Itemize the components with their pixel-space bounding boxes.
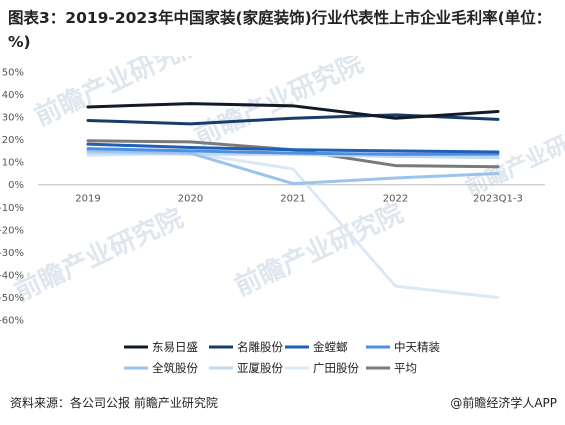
legend-label: 全筑股份 [152, 361, 198, 375]
x-tick-label: 2020 [178, 194, 203, 205]
y-tick-label: -60% [0, 316, 24, 327]
x-tick-label: 2022 [383, 194, 408, 205]
y-tick-label: 0% [8, 180, 24, 191]
watermark-text: 前瞻产业研究院 [230, 197, 408, 302]
legend-label: 名雕股份 [237, 340, 283, 354]
source-note: 资料来源：各公司公报 前瞻产业研究院 [10, 396, 218, 410]
series-line [86, 147, 500, 156]
y-tick-label: -10% [0, 203, 24, 214]
y-tick-label: -30% [0, 248, 24, 259]
y-tick-label: 20% [2, 135, 24, 146]
legend-label: 亚厦股份 [237, 361, 283, 375]
chart-title: 图表3：2019-2023年中国家装(家庭装饰)行业代表性上市企业毛利率(单位：… [8, 9, 552, 51]
legend-label: 东易日盛 [152, 340, 198, 354]
x-tick-label: 2023Q1-3 [473, 194, 523, 205]
series-line [86, 149, 500, 186]
y-tick-label: 50% [2, 68, 24, 79]
x-tick-label: 2019 [75, 194, 100, 205]
x-axis: 2019 2020 2021 2022 2023Q1-3 [75, 194, 523, 205]
line-chart: 前瞻产业研究院 前瞻产业研究院 前瞻产业研究院 前瞻产业研究院 前瞻产业研究院 … [0, 56, 565, 375]
y-tick-label: -50% [0, 293, 24, 304]
y-tick-label: -40% [0, 270, 24, 281]
y-tick-label: 40% [2, 90, 24, 101]
legend-label: 金螳螂 [313, 340, 348, 354]
series-line [86, 102, 500, 120]
y-tick-label: 30% [2, 113, 24, 124]
brand-label: @前瞻经济学人APP [450, 396, 557, 410]
series-line [86, 142, 500, 154]
watermark-text: 前瞻产业研究院 [10, 202, 188, 307]
x-tick-label: 2021 [280, 194, 305, 205]
y-axis: 50% 40% 30% 20% 10% 0% -10% -20% -30% -40% -50% -60… [0, 68, 24, 327]
y-tick-label: 10% [2, 158, 24, 169]
y-tick-label: -20% [0, 225, 24, 236]
legend-label: 广田股份 [313, 361, 359, 375]
legend-label: 中天精装 [394, 340, 440, 354]
legend-label: 平均 [394, 361, 417, 375]
series-lines [86, 102, 500, 299]
